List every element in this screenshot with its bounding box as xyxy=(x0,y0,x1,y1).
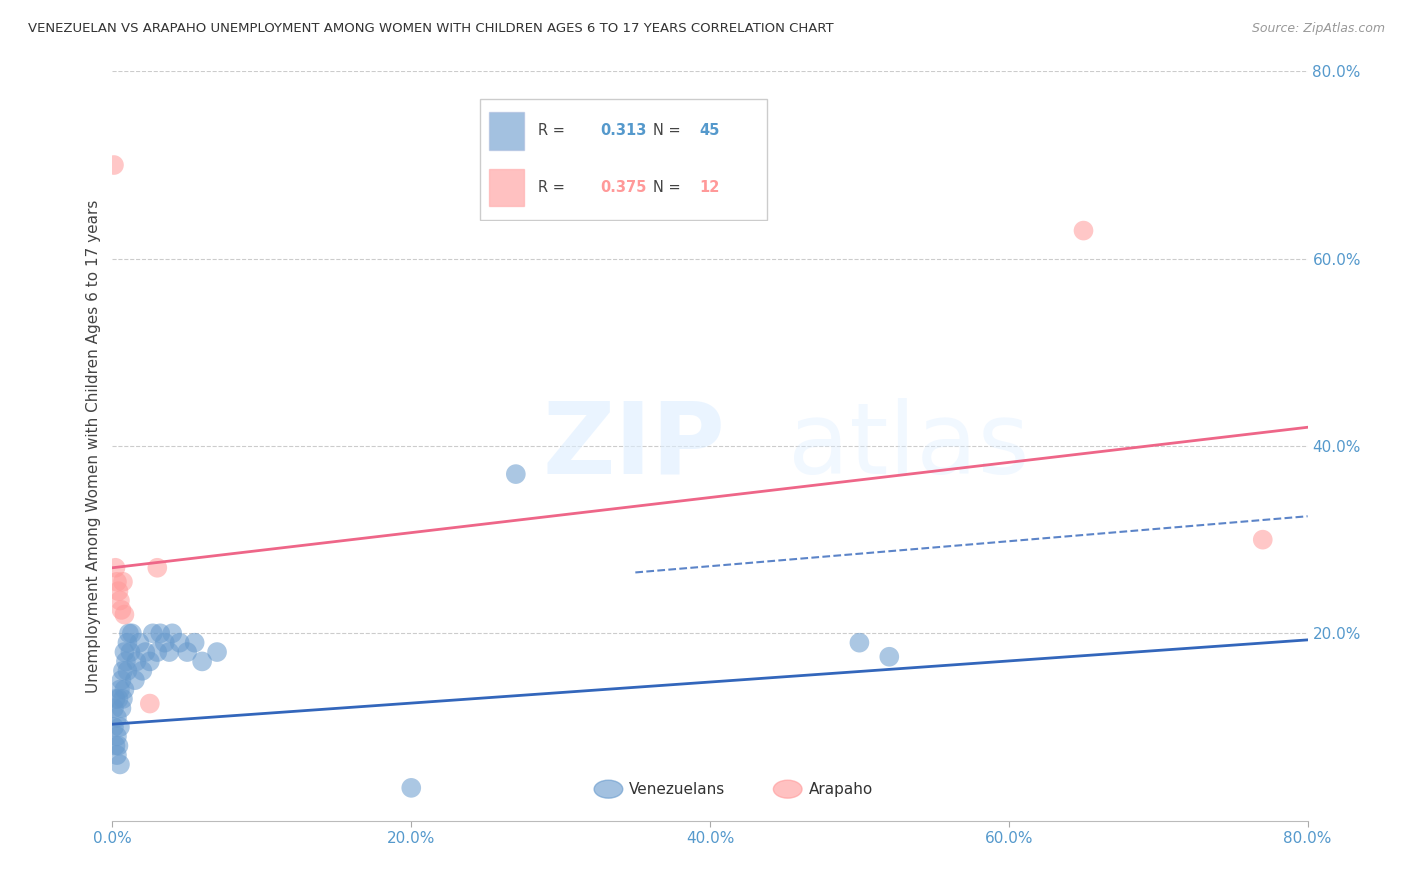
Point xyxy=(131,664,153,678)
Point xyxy=(153,635,176,649)
Point xyxy=(134,645,156,659)
Point xyxy=(183,635,205,649)
Point xyxy=(124,673,146,688)
Point xyxy=(104,561,127,575)
Point xyxy=(128,635,150,649)
Text: Source: ZipAtlas.com: Source: ZipAtlas.com xyxy=(1251,22,1385,36)
Point xyxy=(103,158,125,172)
Point xyxy=(120,645,142,659)
Point xyxy=(191,655,214,669)
Point xyxy=(114,607,135,622)
Point xyxy=(107,739,129,753)
Point xyxy=(107,584,129,599)
Point xyxy=(139,655,162,669)
Point xyxy=(104,692,127,706)
Point xyxy=(505,467,527,482)
Point xyxy=(111,692,134,706)
Point xyxy=(125,655,148,669)
Point xyxy=(142,626,165,640)
Text: ZIP: ZIP xyxy=(543,398,725,494)
Point xyxy=(117,635,139,649)
Point xyxy=(139,697,162,711)
Point xyxy=(146,645,169,659)
Point xyxy=(162,626,183,640)
Text: atlas: atlas xyxy=(787,398,1029,494)
Point xyxy=(111,574,134,589)
Point xyxy=(879,649,901,664)
Circle shape xyxy=(773,780,801,798)
Point xyxy=(169,635,191,649)
Point xyxy=(848,635,870,649)
Point xyxy=(118,626,141,640)
Point xyxy=(110,673,132,688)
Point xyxy=(103,701,125,715)
Point xyxy=(1073,223,1095,237)
Point xyxy=(157,645,180,659)
Point xyxy=(108,720,131,734)
Point xyxy=(117,664,139,678)
Point xyxy=(115,655,138,669)
Point xyxy=(105,574,128,589)
Point xyxy=(108,593,131,607)
Point xyxy=(110,701,132,715)
Point xyxy=(108,757,131,772)
Point xyxy=(176,645,198,659)
Point xyxy=(114,682,135,697)
Point xyxy=(105,747,128,762)
Point xyxy=(146,561,169,575)
Text: VENEZUELAN VS ARAPAHO UNEMPLOYMENT AMONG WOMEN WITH CHILDREN AGES 6 TO 17 YEARS : VENEZUELAN VS ARAPAHO UNEMPLOYMENT AMONG… xyxy=(28,22,834,36)
Point xyxy=(104,739,127,753)
Point xyxy=(401,780,423,795)
Point xyxy=(149,626,172,640)
Point xyxy=(107,692,129,706)
Text: Venezuelans: Venezuelans xyxy=(628,781,725,797)
Point xyxy=(105,710,128,724)
Point xyxy=(103,720,125,734)
Point xyxy=(111,664,134,678)
Point xyxy=(108,682,131,697)
Y-axis label: Unemployment Among Women with Children Ages 6 to 17 years: Unemployment Among Women with Children A… xyxy=(86,199,101,693)
Point xyxy=(121,626,143,640)
Point xyxy=(114,645,135,659)
Point xyxy=(110,603,132,617)
Text: Arapaho: Arapaho xyxy=(810,781,873,797)
Point xyxy=(205,645,228,659)
Point xyxy=(105,730,128,744)
Point xyxy=(1251,533,1274,547)
Circle shape xyxy=(595,780,623,798)
